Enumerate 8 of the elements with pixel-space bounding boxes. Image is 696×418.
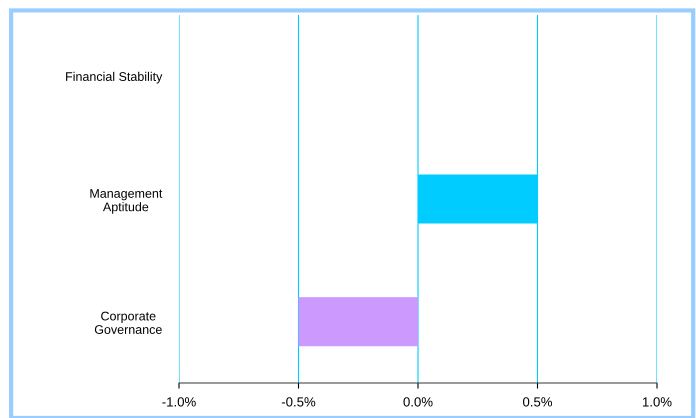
x-tick-label: 1.0% xyxy=(642,397,672,407)
x-tick-label: -1.0% xyxy=(162,397,196,407)
y-tick-label: Management Aptitude xyxy=(90,189,162,214)
y-tick-label: Corporate Governance xyxy=(94,312,162,334)
x-tick-label: -0.5% xyxy=(282,397,316,407)
x-tick-label: 0.5% xyxy=(522,397,552,407)
x-tick-label: 0.0% xyxy=(403,397,433,407)
y-tick-label: Financial Stability xyxy=(66,72,162,84)
